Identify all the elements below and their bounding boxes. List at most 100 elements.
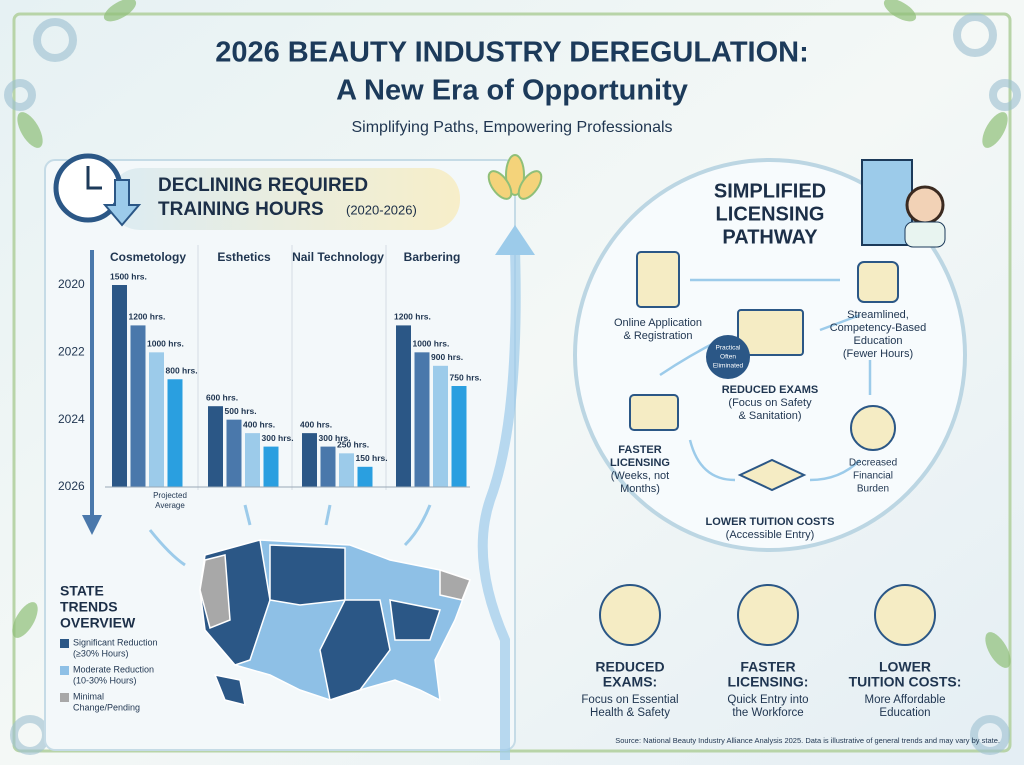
- node-text: Competency-Based: [830, 322, 927, 334]
- door-icon: [861, 159, 913, 246]
- bar: [302, 433, 317, 487]
- source: Source: National Beauty Industry Allianc…: [615, 736, 1000, 745]
- node-text: Streamlined,: [847, 309, 909, 321]
- bar-chart: 2020 1500 hrs. 600 hrs. 400 hrs. 1200 hrs. 20…: [58, 250, 482, 493]
- badge-text: Often: [720, 354, 736, 361]
- bar: [414, 352, 430, 487]
- category-label: Barbering: [404, 250, 461, 264]
- person-icon: [905, 185, 945, 225]
- value-label: 1000 hrs.: [147, 339, 184, 349]
- series-label: 2024: [58, 412, 85, 426]
- down-arrow: [102, 179, 142, 227]
- node-text: REDUCED EXAMS: [722, 384, 819, 396]
- chart-title: DECLINING REQUIRED: [158, 175, 368, 196]
- value-label: 150 hrs.: [356, 453, 388, 463]
- feature-desc: Health & Safety: [590, 707, 670, 719]
- value-label: 400 hrs.: [300, 419, 332, 429]
- value-label: 1200 hrs.: [129, 312, 166, 322]
- gears: [4, 13, 1021, 755]
- bar: [245, 433, 260, 487]
- growth-stem: [477, 249, 521, 760]
- value-label: 800 hrs.: [166, 366, 198, 376]
- feature-desc: More Affordable: [865, 694, 946, 706]
- feature-desc: the Workforce: [732, 707, 803, 719]
- feature-title: REDUCED: [595, 659, 664, 675]
- bar: [339, 453, 354, 487]
- chart-subtitle: (2020-2026): [346, 202, 417, 217]
- node-text: & Sanitation): [739, 410, 802, 422]
- node-text: & Registration: [623, 330, 692, 342]
- map-title: STATE: [60, 583, 104, 599]
- bar: [263, 446, 279, 487]
- feature-desc: Education: [879, 707, 930, 719]
- timeline-arrow: [82, 515, 102, 535]
- clock-hands: [86, 166, 102, 190]
- bar: [112, 285, 127, 487]
- legend-text: (10-30% Hours): [73, 675, 137, 685]
- leaves: [12, 0, 1011, 668]
- title: A New Era of Opportunity: [336, 75, 688, 107]
- feature-desc: Quick Entry into: [727, 694, 808, 706]
- value-label: 600 hrs.: [206, 392, 238, 402]
- pathway-icons: [629, 251, 899, 492]
- legend-swatch: [60, 666, 69, 675]
- node-text: Decreased: [849, 458, 897, 469]
- us-map: [199, 539, 471, 707]
- legend-text: (≥30% Hours): [73, 648, 128, 658]
- pathway-title: PATHWAY: [722, 226, 818, 248]
- node-text: (Weeks, not: [611, 470, 670, 482]
- growth-arrowhead: [495, 225, 535, 255]
- legend-swatch: [60, 639, 69, 648]
- bar: [226, 419, 242, 487]
- annotation: Projected: [153, 491, 187, 500]
- value-label: 400 hrs.: [243, 419, 275, 429]
- value-label: 1200 hrs.: [394, 312, 431, 322]
- node-text: LOWER TUITION COSTS: [706, 516, 835, 528]
- value-label: 1500 hrs.: [110, 271, 147, 281]
- pathway-title: LICENSING: [716, 203, 825, 225]
- frame: [12, 12, 1012, 753]
- funnel-arrows: [148, 504, 432, 567]
- feature-icons: [599, 584, 936, 646]
- value-label: 1000 hrs.: [413, 339, 450, 349]
- node-text: FASTER: [618, 444, 661, 456]
- node-text: Online Application: [614, 317, 702, 329]
- series-label: 2026: [58, 479, 85, 493]
- value-label: 300 hrs.: [262, 433, 294, 443]
- node-text: (Focus on Safety: [728, 397, 812, 409]
- pathway-nodes: Online Application& Registration Streamli…: [610, 309, 926, 541]
- node-text: (Fewer Hours): [843, 348, 913, 360]
- annotation: Average: [155, 501, 185, 510]
- value-label: 250 hrs.: [337, 440, 369, 450]
- node-text: Financial: [853, 471, 893, 482]
- feature-title: LOWER: [879, 659, 931, 675]
- bar: [433, 365, 448, 487]
- bar: [320, 446, 336, 487]
- value-label: 750 hrs.: [450, 372, 482, 382]
- node-text: (Accessible Entry): [726, 529, 815, 541]
- person-body: [904, 221, 946, 248]
- legend-swatch: [60, 693, 69, 702]
- feature-title: LICENSING:: [728, 674, 809, 690]
- series-label: 2020: [58, 277, 85, 291]
- legend-text: Change/Pending: [73, 702, 140, 712]
- feature-title: EXAMS:: [603, 674, 657, 690]
- category-label: Esthetics: [217, 250, 271, 264]
- badge-text: Eliminated: [713, 363, 744, 370]
- map-legend: Significant Reduction(≥30% Hours) Moderat…: [60, 637, 158, 712]
- badge: [706, 335, 750, 379]
- legend-text: Significant Reduction: [73, 637, 158, 647]
- bar: [167, 379, 183, 487]
- feature-title: FASTER: [740, 659, 795, 675]
- chart-banner: [110, 168, 460, 230]
- flower-icon: [487, 154, 543, 200]
- value-label: 900 hrs.: [431, 352, 463, 362]
- category-label: Nail Technology: [292, 250, 384, 264]
- feature-title: TUITION COSTS:: [849, 674, 962, 690]
- legend-text: Moderate Reduction: [73, 664, 154, 674]
- bar: [396, 325, 411, 487]
- category-label: Cosmetology: [110, 250, 186, 264]
- value-label: 300 hrs.: [319, 433, 351, 443]
